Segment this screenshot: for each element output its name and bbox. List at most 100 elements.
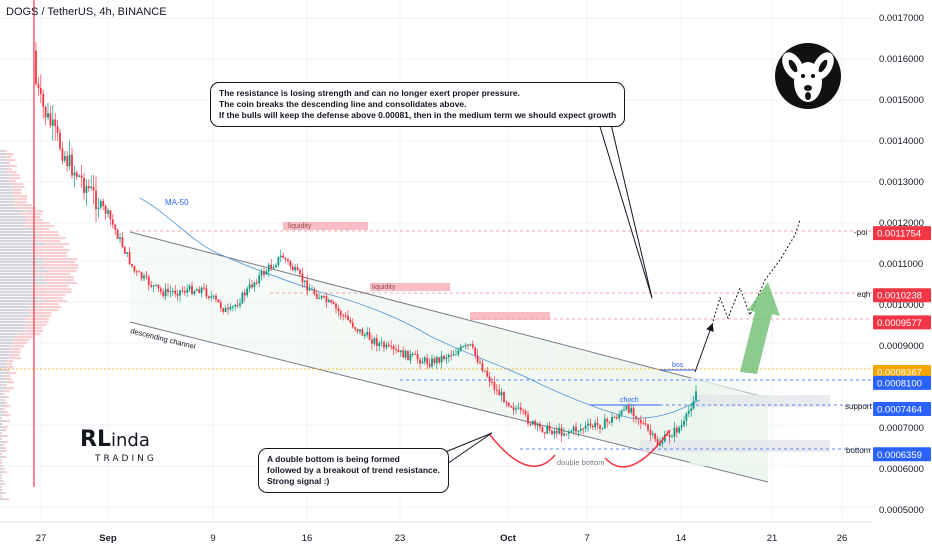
volume-bar: [31, 294, 66, 297]
volume-bar: [6, 420, 10, 423]
candle-body: [325, 296, 328, 303]
candle-body: [107, 210, 109, 214]
candle-body: [270, 264, 273, 269]
target-zone: [690, 378, 830, 466]
candle-body: [409, 354, 412, 361]
candle-body: [219, 302, 222, 309]
candle-body: [332, 302, 335, 304]
y-tick-label: 0.0007000: [879, 423, 924, 434]
volume-bar: [1, 474, 3, 477]
volume-bar: [12, 189, 22, 192]
candle-body: [680, 425, 683, 428]
volume-bar: [0, 345, 12, 348]
volume-bar: [0, 411, 5, 414]
volume-bar: [5, 369, 10, 372]
candle-body: [563, 433, 565, 436]
volume-bar: [0, 273, 36, 276]
candle-body: [47, 113, 49, 118]
y-tick-label: 0.0006000: [879, 464, 924, 475]
volume-bar: [0, 369, 6, 372]
liquidity-label: liquidity: [372, 284, 396, 291]
volume-bar: [35, 288, 72, 291]
volume-bar: [0, 258, 43, 261]
y-tick-label: 0.0010000: [879, 300, 924, 311]
volume-bar: [0, 432, 1, 435]
candle-body: [426, 357, 429, 364]
volume-bar: [0, 270, 49, 273]
candle-body: [512, 407, 515, 410]
volume-bar: [0, 252, 36, 255]
volume-bar: [11, 174, 20, 177]
candle-body: [390, 346, 393, 348]
candle-body: [347, 315, 349, 320]
support-zone: [690, 395, 830, 407]
volume-bar: [35, 273, 71, 276]
candle-body: [320, 295, 323, 299]
volume-bar: [0, 390, 6, 393]
candle-body: [104, 205, 107, 214]
callout-line: A double bottom is being formed: [267, 454, 400, 464]
candle-body: [138, 271, 141, 273]
volume-bar: [31, 228, 50, 231]
volume-bar: [0, 381, 8, 384]
price-label-badge: 0.0010238: [873, 288, 931, 303]
volume-bar: [0, 201, 15, 204]
candle-body: [416, 354, 419, 360]
candle-body: [683, 420, 685, 426]
volume-bar: [4, 441, 8, 444]
volume-bar: [0, 492, 4, 495]
volume-bar: [2, 465, 4, 468]
candle-body: [541, 427, 544, 433]
volume-bar: [48, 270, 77, 273]
volume-bar: [0, 480, 2, 483]
candle-body: [510, 406, 513, 408]
candle-body: [291, 266, 294, 271]
volume-bar: [0, 495, 2, 498]
volume-bar: [5, 162, 11, 165]
volume-bar: [0, 156, 6, 159]
ma-50-line: [139, 197, 701, 419]
price-label-badge: 0.0006359: [873, 447, 931, 462]
candle-body: [591, 425, 594, 428]
x-tick-label: 21: [767, 533, 778, 544]
candle-body: [51, 119, 54, 126]
candle-body: [241, 292, 244, 304]
candle-body: [174, 290, 177, 294]
callout-line: followed by a breakout of trend resistan…: [267, 465, 440, 475]
volume-bar: [0, 486, 2, 489]
support-label: support: [845, 402, 872, 411]
volume-bar: [7, 171, 17, 174]
candle-body: [215, 295, 217, 300]
bos-label: bos: [672, 362, 684, 369]
candle-body: [462, 346, 465, 348]
volume-bar: [9, 177, 21, 180]
volume-bar: [25, 222, 50, 225]
volume-bar: [0, 495, 1, 498]
y-tick-label: 0.0015000: [879, 95, 924, 106]
candle-body: [315, 293, 318, 299]
candle-body: [188, 285, 191, 290]
callout-pointer: [609, 119, 653, 299]
volume-bar: [0, 318, 25, 321]
candle-body: [371, 339, 373, 344]
candle-body: [68, 154, 71, 167]
volume-bar: [0, 354, 9, 357]
candle-body: [193, 290, 196, 295]
volume-bar: [0, 432, 3, 435]
volume-bar: [0, 498, 5, 501]
volume-bar: [43, 261, 76, 264]
x-tick-label: 9: [210, 533, 215, 544]
volume-bar: [0, 474, 2, 477]
callout-pointer: [597, 119, 653, 299]
candle-body: [42, 94, 45, 107]
volume-bar: [25, 216, 41, 219]
volume-bar: [0, 159, 9, 162]
candle-body: [44, 106, 47, 118]
volume-bar: [0, 453, 2, 456]
volume-bar: [0, 477, 1, 480]
volume-bar: [0, 282, 48, 285]
volume-bar: [0, 468, 3, 471]
volume-bar: [17, 336, 33, 339]
volume-bar: [0, 249, 32, 252]
volume-bar: [28, 321, 49, 324]
